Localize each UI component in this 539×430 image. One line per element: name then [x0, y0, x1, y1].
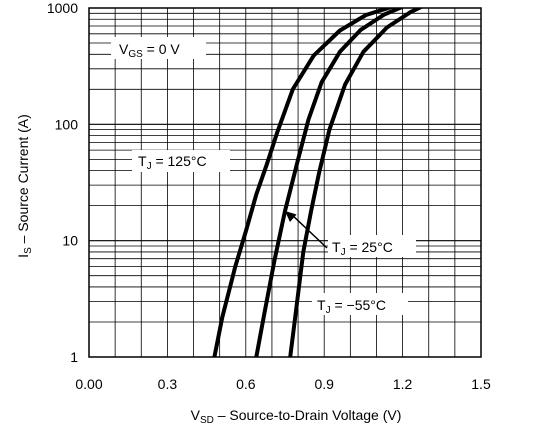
annotation-arrow-line	[290, 213, 328, 249]
x-tick-label: 1.5	[471, 376, 491, 392]
x-axis-title: VSD – Source-to-Drain Voltage (V)	[191, 407, 402, 426]
y-tick-label: 1000	[47, 0, 78, 16]
tj25-label-main: T	[332, 239, 341, 255]
tj-55-label-sub: J	[326, 305, 331, 316]
x-tick-label: 0.9	[314, 376, 334, 392]
tj125-label: TJ = 125°C	[138, 153, 207, 172]
vgs-label-rest: = 0 V	[143, 41, 181, 57]
annotation-arrow-head	[285, 210, 297, 222]
grid	[89, 8, 481, 357]
series-layer	[212, 8, 424, 357]
tj-55-label-rest: = −55°C	[331, 297, 386, 313]
tj-55-label-background	[312, 293, 408, 315]
tj25-label: TJ = 25°C	[332, 239, 393, 258]
tj125-label-sub: J	[147, 161, 152, 172]
tj125-label-main: T	[138, 153, 147, 169]
y-axis-title: IS – Source Current (A)	[15, 114, 34, 258]
x-tick-label: 1.2	[393, 376, 413, 392]
annotations: VGS = 0 V TJ = 125°C TJ = 25°C TJ = −55°…	[111, 37, 416, 316]
x-tick-label: 0.6	[236, 376, 256, 392]
y-axis-title-sub: S	[23, 247, 34, 254]
y-tick-label: 10	[62, 233, 78, 249]
tj-55-label: TJ = −55°C	[317, 297, 386, 316]
series-line-3	[288, 8, 424, 357]
x-axis-title-rest: – Source-to-Drain Voltage (V)	[214, 407, 402, 423]
x-tick-label: 0.00	[75, 376, 102, 392]
tj25-label-sub: J	[341, 247, 346, 258]
vgs-label-background	[111, 37, 206, 59]
tj25-label-background	[328, 235, 416, 257]
x-axis-title-main: V	[191, 407, 201, 423]
series-line-2	[254, 8, 405, 357]
vgs-label-sub: GS	[128, 49, 143, 60]
tj25-label-rest: = 25°C	[346, 239, 393, 255]
tj125-label-background	[132, 150, 230, 172]
plot-frame	[88, 7, 482, 358]
y-tick-labels: 1 10 100 1000	[47, 0, 78, 365]
x-axis-title-sub: SD	[200, 415, 214, 426]
y-axis-title-rest: – Source Current (A)	[15, 114, 31, 247]
series-line-1	[212, 8, 395, 357]
y-tick-label: 1	[70, 349, 78, 365]
vgs-label: VGS = 0 V	[119, 41, 180, 60]
x-tick-label: 0.3	[158, 376, 178, 392]
tj125-label-rest: = 125°C	[152, 153, 207, 169]
vgs-label-main: V	[119, 41, 129, 57]
x-tick-labels: 0.00 0.3 0.6 0.9 1.2 1.5	[75, 376, 491, 392]
y-tick-label: 100	[55, 116, 79, 132]
tj-55-label-main: T	[317, 297, 326, 313]
y-axis-title-main: I	[15, 254, 31, 258]
